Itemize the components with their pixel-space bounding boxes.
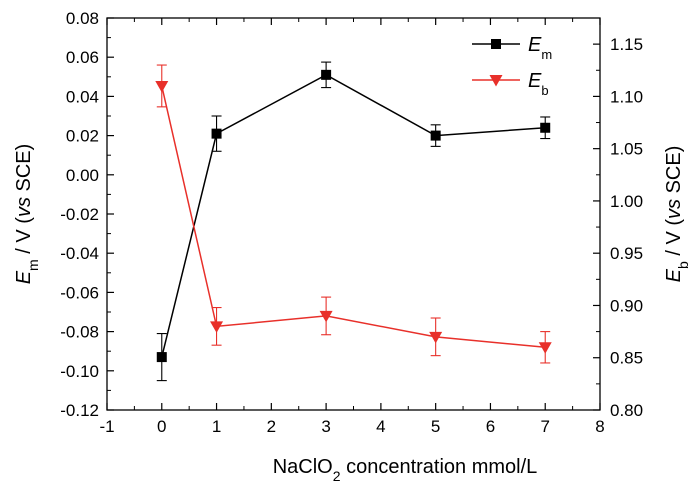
data-point bbox=[430, 130, 441, 141]
legend-label: Eb bbox=[528, 70, 549, 98]
x-tick-label: 0 bbox=[157, 417, 166, 436]
data-point bbox=[538, 342, 552, 354]
series-line bbox=[161, 73, 546, 358]
data-point bbox=[210, 321, 224, 333]
y-right-tick-label: 1.15 bbox=[610, 35, 643, 54]
x-tick-label: 3 bbox=[321, 417, 330, 436]
y-left-axis-ticks: -0.12 -0.10 -0.08 -0.06 -0.04 -0.02 0.00 0.02 0.… bbox=[60, 9, 114, 420]
data-point bbox=[540, 122, 551, 133]
x-tick-label: 8 bbox=[595, 417, 604, 436]
y-right-tick-label: 1.05 bbox=[610, 140, 643, 159]
y-left-tick-label: 0.06 bbox=[66, 48, 99, 67]
x-tick-label: -1 bbox=[99, 417, 114, 436]
y-left-tick-label: 0.08 bbox=[66, 9, 99, 28]
y-right-tick-label: 1.10 bbox=[610, 87, 643, 106]
data-point bbox=[211, 128, 222, 139]
x-axis-label: NaClO2 concentration mmol/L bbox=[273, 456, 538, 484]
legend-item-Em: Em bbox=[472, 34, 552, 62]
y-right-tick-label: 1.00 bbox=[610, 192, 643, 211]
y-right-tick-label: 0.85 bbox=[610, 349, 643, 368]
x-tick-label: 5 bbox=[431, 417, 440, 436]
x-tick-label: 7 bbox=[540, 417, 549, 436]
legend-label: Em bbox=[528, 34, 552, 62]
y-left-tick-label: -0.12 bbox=[60, 401, 99, 420]
data-point bbox=[155, 80, 169, 93]
y-left-tick-label: 0.04 bbox=[66, 87, 99, 106]
series-Em bbox=[156, 61, 551, 382]
y-left-tick-label: -0.02 bbox=[60, 205, 99, 224]
y-left-tick-label: 0.00 bbox=[66, 166, 99, 185]
y-right-tick-label: 0.95 bbox=[610, 244, 643, 263]
series-layer bbox=[155, 61, 552, 382]
y-left-tick-label: 0.02 bbox=[66, 127, 99, 146]
x-tick-label: 4 bbox=[376, 417, 385, 436]
plot-frame bbox=[106, 17, 601, 411]
x-axis-ticks: -1 0 1 2 3 4 5 6 7 8 bbox=[99, 18, 605, 436]
y-left-axis-label: Em / V (vs SCE) bbox=[13, 144, 41, 285]
data-point bbox=[429, 331, 443, 344]
legend-marker bbox=[491, 39, 501, 49]
y-right-tick-label: 0.90 bbox=[610, 296, 643, 315]
data-point bbox=[156, 352, 167, 363]
x-tick-label: 1 bbox=[212, 417, 221, 436]
y-right-axis-ticks: 0.80 0.85 0.90 0.95 1.00 1.05 1.10 1.15 bbox=[593, 17, 643, 420]
legend-item-Eb: Eb bbox=[472, 70, 549, 98]
y-left-tick-label: -0.04 bbox=[60, 244, 99, 263]
y-right-axis-label: Eb / V (vs SCE) bbox=[663, 146, 691, 283]
y-right-tick-label: 0.80 bbox=[610, 401, 643, 420]
x-tick-label: 2 bbox=[267, 417, 276, 436]
data-point bbox=[319, 310, 333, 323]
x-tick-label: 6 bbox=[486, 417, 495, 436]
data-point bbox=[321, 69, 332, 80]
y-left-tick-label: -0.06 bbox=[60, 283, 99, 302]
y-left-tick-label: -0.10 bbox=[60, 362, 99, 381]
legend: Em Eb bbox=[472, 34, 552, 98]
legend-marker bbox=[489, 75, 503, 87]
series-Eb bbox=[155, 64, 552, 364]
y-left-tick-label: -0.08 bbox=[60, 323, 99, 342]
plot-border bbox=[106, 17, 601, 411]
